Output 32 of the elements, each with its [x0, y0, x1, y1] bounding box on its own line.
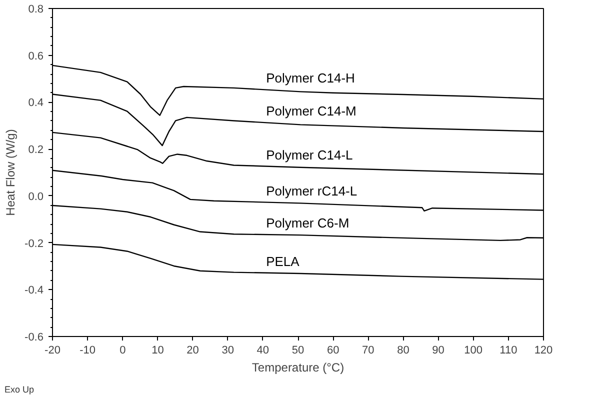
- y-tick-label: -0.2: [24, 238, 44, 250]
- x-axis-title: Temperature (°C): [252, 360, 344, 374]
- x-tick-label: 120: [534, 344, 553, 356]
- x-tick-label: 70: [362, 344, 374, 356]
- x-tick-label: 60: [326, 344, 340, 356]
- x-tick-label: 30: [222, 344, 234, 356]
- y-tick-label: 0.8: [28, 4, 44, 16]
- x-tick-label: 90: [432, 344, 444, 356]
- series-label: Polymer C14-L: [266, 147, 353, 162]
- x-tick-label: 110: [500, 344, 518, 356]
- x-tick-label: 100: [464, 344, 483, 356]
- series-label: Polymer C6-M: [266, 216, 350, 231]
- series-label: Polymer C14-M: [266, 104, 356, 119]
- x-tick-label: 80: [397, 344, 410, 356]
- x-tick-label: -10: [80, 344, 96, 356]
- text: Exo Up: [4, 384, 34, 394]
- y-tick-label: -0.4: [24, 284, 44, 297]
- series-label: Polymer C14-H: [266, 70, 355, 86]
- y-tick-label: 0.6: [28, 50, 44, 62]
- x-tick-label: 0: [120, 344, 126, 356]
- y-tick-label: 0.4: [28, 97, 44, 110]
- y-axis-title: Heat Flow (W/g): [4, 129, 18, 216]
- x-tick-label: -20: [44, 344, 60, 356]
- y-tick-label: 0.2: [28, 144, 44, 156]
- series-label: Polymer rC14-L: [266, 183, 358, 198]
- x-tick-label: 10: [152, 344, 164, 356]
- series-label: PELA: [266, 254, 300, 269]
- y-tick-label: -0.6: [24, 332, 44, 344]
- x-tick-label: 20: [186, 344, 199, 356]
- x-tick-label: 50: [292, 344, 304, 356]
- x-tick-label: 40: [256, 344, 270, 356]
- y-tick-label: 0.0: [28, 190, 44, 203]
